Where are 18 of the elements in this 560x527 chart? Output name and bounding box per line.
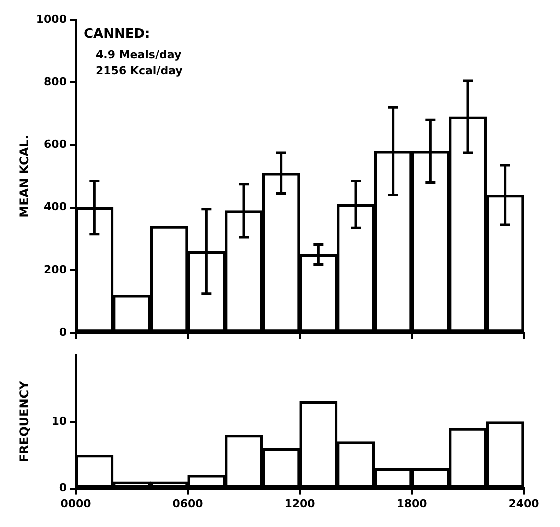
y-axis-title: FREQUENCY (17, 380, 32, 463)
y-tick-label: 0 (59, 482, 68, 495)
y-tick-label: 10 (52, 414, 68, 428)
y-tick-label: 1000 (36, 12, 68, 26)
annotation: CANNED: (84, 26, 150, 42)
annotation: 4.9 Meals/day (96, 48, 182, 62)
x-tick-label: 0000 (60, 497, 92, 510)
y-axis-title: MEAN KCAL. (17, 135, 32, 218)
x-tick-label: 1200 (284, 497, 316, 510)
x-tick-label: 2400 (508, 497, 540, 510)
y-tick-label: 600 (44, 138, 68, 152)
y-tick-label: 200 (44, 263, 68, 276)
x-tick-label: 1800 (396, 497, 428, 510)
annotation: 2156 Kcal/day (96, 64, 183, 78)
y-tick-label: 800 (44, 75, 68, 88)
y-tick-label: 0 (59, 326, 68, 339)
x-tick-label: 0600 (172, 497, 204, 510)
y-tick-label: 400 (44, 200, 68, 214)
